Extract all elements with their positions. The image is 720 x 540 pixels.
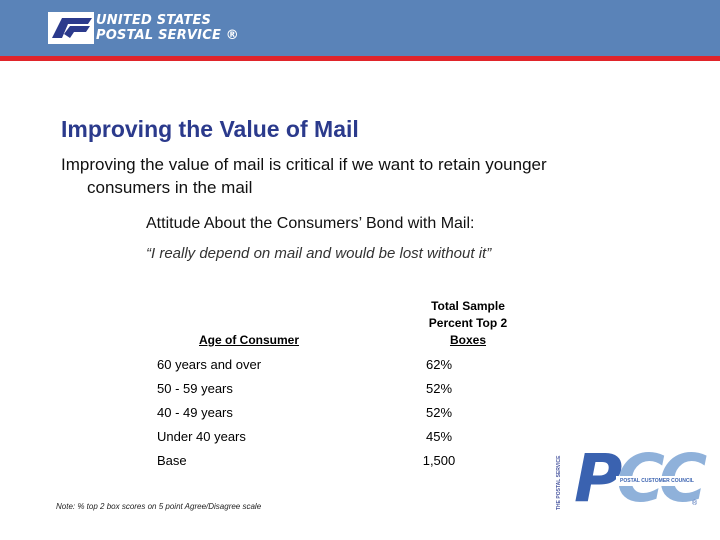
row-percent: 62% <box>425 357 453 372</box>
column-header-total: Total Sample Percent Top 2 Boxes <box>400 298 536 349</box>
row-age: Base <box>157 453 187 468</box>
pcc-logo: THE POSTAL SERVICE PCC POSTAL CUSTOMER C… <box>556 444 707 518</box>
table-row-base: Base 1,500 <box>157 453 487 473</box>
table-row: 50 - 59 years 52% <box>157 381 487 401</box>
usps-logo: UNITED STATES POSTAL SERVICE ® <box>48 12 239 44</box>
header-red-rule <box>0 56 720 61</box>
column-header-age: Age of Consumer <box>199 333 300 347</box>
column-header-total-line-3: Boxes <box>449 333 487 347</box>
row-age: 40 - 49 years <box>157 405 233 420</box>
row-age: 50 - 59 years <box>157 381 233 396</box>
column-header-total-line-2: Percent Top 2 <box>428 316 508 330</box>
row-age: 60 years and over <box>157 357 262 372</box>
lead-line-2: consumers in the mail <box>87 178 253 197</box>
table-row: Under 40 years 45% <box>157 429 487 449</box>
lead-paragraph: Improving the value of mail is critical … <box>61 153 661 199</box>
lead-line-1: Improving the value of mail is critical … <box>61 155 547 174</box>
logo-line-1: UNITED STATES <box>96 13 212 28</box>
row-age: Under 40 years <box>157 429 246 444</box>
table-row: 60 years and over 62% <box>157 357 487 377</box>
row-percent: 45% <box>425 429 453 444</box>
logo-line-2: POSTAL SERVICE ® <box>96 28 239 43</box>
column-header-total-line-1: Total Sample <box>431 299 505 313</box>
pcc-side-text: THE POSTAL SERVICE <box>556 455 562 511</box>
eagle-icon <box>48 12 94 44</box>
row-percent: 52% <box>425 381 453 396</box>
row-percent: 52% <box>425 405 453 420</box>
pcc-registered-mark: ® <box>692 500 698 507</box>
pcc-letter-p: P <box>574 440 622 517</box>
pcc-band-text: POSTAL CUSTOMER COUNCIL <box>616 476 698 486</box>
page-title: Improving the Value of Mail <box>61 116 359 142</box>
header-bar <box>0 0 720 56</box>
row-percent: 1,500 <box>422 453 456 468</box>
footnote: Note: % top 2 box scores on 5 point Agre… <box>56 502 262 511</box>
subheading: Attitude About the Consumers’ Bond with … <box>146 215 475 232</box>
usps-wordmark: UNITED STATES POSTAL SERVICE ® <box>96 13 239 43</box>
survey-quote: “I really depend on mail and would be lo… <box>146 245 492 262</box>
table-row: 40 - 49 years 52% <box>157 405 487 425</box>
